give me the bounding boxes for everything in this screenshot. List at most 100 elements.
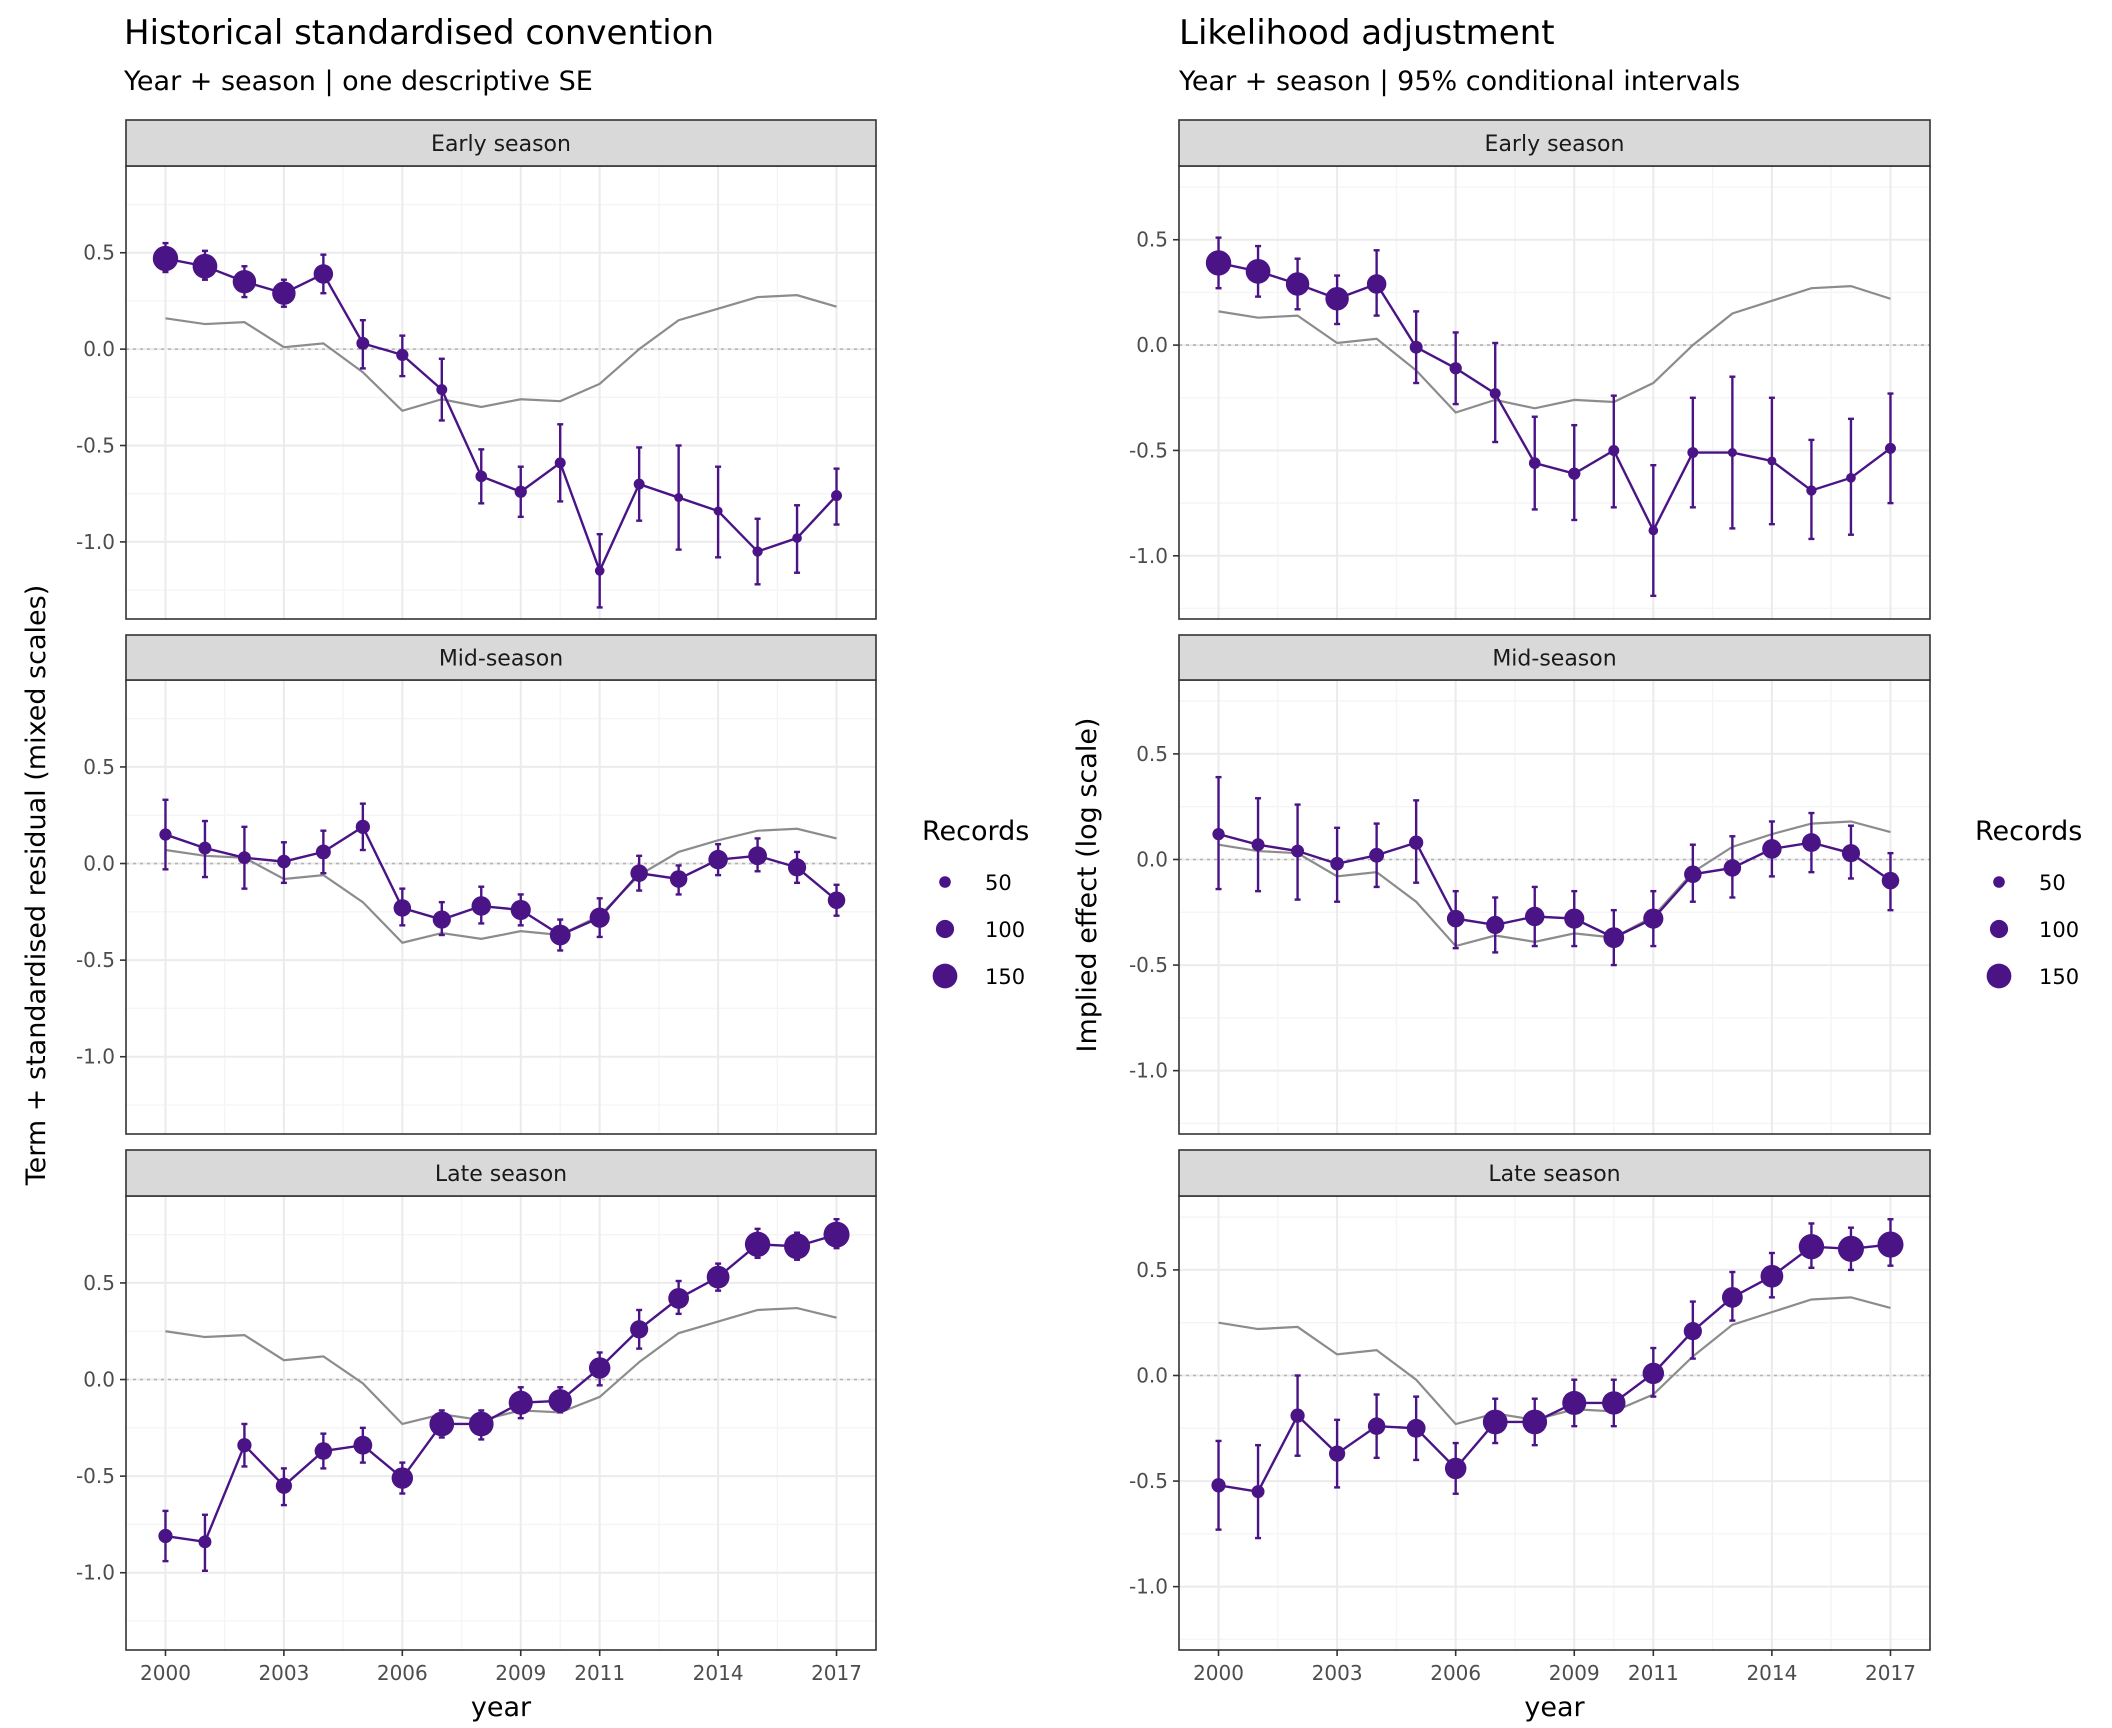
facet-strip <box>1178 634 1931 681</box>
data-point <box>1564 908 1585 929</box>
y-tick-label: -0.5 <box>1129 1469 1168 1493</box>
data-point <box>588 1357 611 1379</box>
data-point <box>396 348 409 362</box>
data-point <box>391 1467 414 1489</box>
data-point <box>1602 1391 1626 1415</box>
data-point <box>277 854 291 869</box>
data-point <box>706 1265 730 1289</box>
x-tick-label: 2003 <box>1312 1661 1363 1685</box>
data-point <box>1406 1418 1426 1438</box>
chart-title: Likelihood adjustment <box>1179 13 1555 53</box>
data-point <box>356 336 370 350</box>
data-point <box>1366 274 1387 294</box>
y-tick-label: -0.5 <box>76 1464 115 1488</box>
y-tick-label: 0.5 <box>83 755 115 779</box>
reference-series-line <box>165 294 837 413</box>
data-point <box>1802 833 1821 853</box>
data-point <box>1798 1233 1825 1260</box>
legend-label: 50 <box>985 871 1012 895</box>
panel-background <box>1179 680 1930 1134</box>
reference-series-line <box>165 827 837 944</box>
legend-label: 150 <box>985 965 1025 989</box>
y-tick-label: 0.0 <box>83 337 115 361</box>
data-point <box>353 1435 373 1455</box>
data-point <box>633 478 645 490</box>
x-tick-label: 2014 <box>693 1661 744 1685</box>
x-tick-label: 2006 <box>1430 1661 1481 1685</box>
data-point <box>475 470 488 483</box>
facet-panel-3: Late season -1.0 -0.5 0.0 0.5 2000 2003 2006 200… <box>1129 1149 1931 1685</box>
data-point <box>669 870 688 888</box>
legend-key-point <box>939 876 951 888</box>
data-point <box>1562 1390 1587 1415</box>
data-point <box>589 907 610 928</box>
facet-strip-label: Late season <box>1488 1162 1620 1187</box>
data-point <box>429 1411 455 1437</box>
data-point <box>1409 340 1423 354</box>
data-point <box>1846 473 1856 483</box>
data-point <box>1767 456 1777 466</box>
data-point <box>1212 828 1225 841</box>
data-point <box>1489 388 1501 400</box>
chart-subtitle: Year + season | 95% conditional interval… <box>1178 66 1740 97</box>
reference-series-line <box>1218 284 1891 414</box>
data-point <box>1330 856 1344 871</box>
y-tick-label: 0.0 <box>1136 847 1168 871</box>
data-point <box>275 1477 293 1494</box>
y-tick-label: -1.0 <box>76 1561 115 1585</box>
data-point <box>1446 909 1465 928</box>
data-point <box>1367 1417 1386 1435</box>
y-tick-label: 0.5 <box>83 1271 115 1295</box>
data-point <box>1285 272 1310 296</box>
facet-strip-label: Mid-season <box>439 647 563 672</box>
y-tick-label: 0.5 <box>1136 228 1168 252</box>
facet-panel-3: Late season -1.0 -0.5 0.0 0.5 2000 2003 2006 200… <box>76 1149 877 1685</box>
data-point <box>514 485 527 498</box>
data-point <box>159 828 172 841</box>
y-tick-label: -1.0 <box>1129 544 1168 568</box>
data-point <box>744 1231 771 1257</box>
data-point <box>1211 1478 1226 1493</box>
data-point <box>1723 859 1742 877</box>
facet-strip <box>125 119 877 167</box>
facet-panel-2: Mid-season -1.0 -0.5 0.0 0.5 <box>76 634 877 1135</box>
y-tick-label: -1.0 <box>1129 1059 1168 1083</box>
data-point <box>1881 871 1900 890</box>
y-tick-label: 0.0 <box>83 852 115 876</box>
data-point <box>432 910 451 929</box>
y-tick-label: -0.5 <box>76 434 115 458</box>
data-point <box>713 506 723 516</box>
facet-strip-label: Mid-season <box>1492 647 1616 672</box>
data-point <box>1482 1409 1508 1435</box>
data-point <box>1841 844 1861 863</box>
data-point <box>1568 467 1581 480</box>
legend-label: 50 <box>2039 871 2066 895</box>
data-point <box>674 493 684 503</box>
data-point <box>315 844 331 860</box>
reference-series-line <box>165 1306 837 1426</box>
facet-strip <box>125 1149 877 1197</box>
y-tick-label: 0.0 <box>1136 333 1168 357</box>
x-tick-label: 2014 <box>1746 1661 1797 1685</box>
data-point <box>1806 485 1817 496</box>
y-axis-title: Term + standardised residual (mixed scal… <box>21 585 52 1186</box>
data-point <box>1760 1264 1784 1288</box>
x-tick-label: 2009 <box>495 1661 546 1685</box>
x-tick-label: 2006 <box>377 1661 428 1685</box>
data-point <box>1325 287 1349 311</box>
data-point <box>1205 250 1232 276</box>
facet-strip <box>1178 1149 1931 1197</box>
y-tick-label: -1.0 <box>76 530 115 554</box>
x-axis-title: year <box>1524 1692 1585 1723</box>
data-point <box>823 1221 850 1248</box>
data-point <box>1528 457 1541 469</box>
data-point <box>468 1411 494 1437</box>
legend-title: Records <box>1975 816 2082 847</box>
data-point <box>1449 362 1462 375</box>
data-point <box>752 546 763 557</box>
data-point <box>1687 447 1699 459</box>
data-point <box>630 1320 649 1339</box>
data-point <box>1762 839 1782 859</box>
data-point <box>827 891 846 909</box>
data-point <box>192 253 218 279</box>
